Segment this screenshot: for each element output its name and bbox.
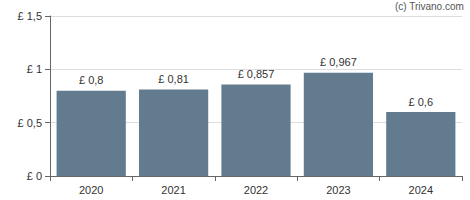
svg-text:£ 0,967: £ 0,967 [320,56,357,68]
svg-text:2020: 2020 [79,184,103,196]
svg-text:2023: 2023 [326,184,350,196]
svg-text:2022: 2022 [244,184,268,196]
svg-text:£ 0,6: £ 0,6 [409,96,433,108]
svg-text:2024: 2024 [409,184,433,196]
svg-text:£ 1: £ 1 [27,63,42,75]
svg-text:£ 0: £ 0 [27,170,42,182]
svg-text:(c) Trivano.com: (c) Trivano.com [395,1,464,12]
svg-text:2021: 2021 [161,184,185,196]
svg-text:£ 1,5: £ 1,5 [18,10,42,22]
svg-text:£ 0,5: £ 0,5 [18,117,42,129]
svg-text:£ 0,857: £ 0,857 [238,68,275,80]
svg-text:£ 0,8: £ 0,8 [79,74,103,86]
svg-text:£ 0,81: £ 0,81 [158,73,189,85]
